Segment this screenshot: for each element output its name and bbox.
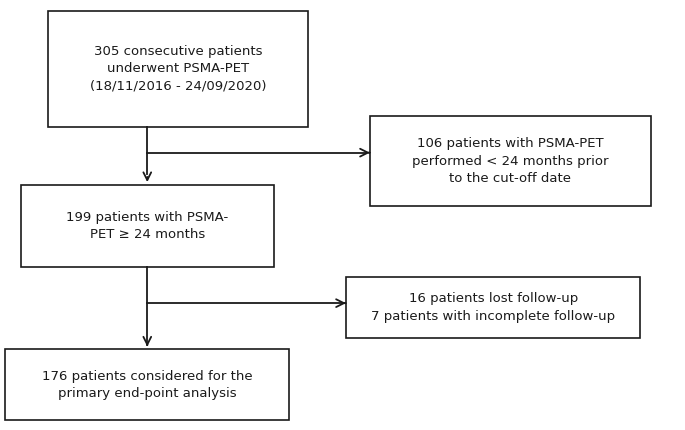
Text: 199 patients with PSMA-
PET ≥ 24 months: 199 patients with PSMA- PET ≥ 24 months (66, 211, 228, 241)
Text: 16 patients lost follow-up
7 patients with incomplete follow-up: 16 patients lost follow-up 7 patients wi… (371, 292, 615, 322)
FancyBboxPatch shape (5, 349, 289, 421)
FancyBboxPatch shape (370, 116, 651, 206)
FancyBboxPatch shape (21, 185, 274, 267)
FancyBboxPatch shape (48, 11, 308, 127)
Text: 305 consecutive patients
underwent PSMA-PET
(18/11/2016 - 24/09/2020): 305 consecutive patients underwent PSMA-… (90, 45, 266, 93)
Text: 106 patients with PSMA-PET
performed < 24 months prior
to the cut-off date: 106 patients with PSMA-PET performed < 2… (412, 137, 608, 185)
Text: 176 patients considered for the
primary end-point analysis: 176 patients considered for the primary … (42, 370, 253, 400)
FancyBboxPatch shape (346, 277, 640, 338)
